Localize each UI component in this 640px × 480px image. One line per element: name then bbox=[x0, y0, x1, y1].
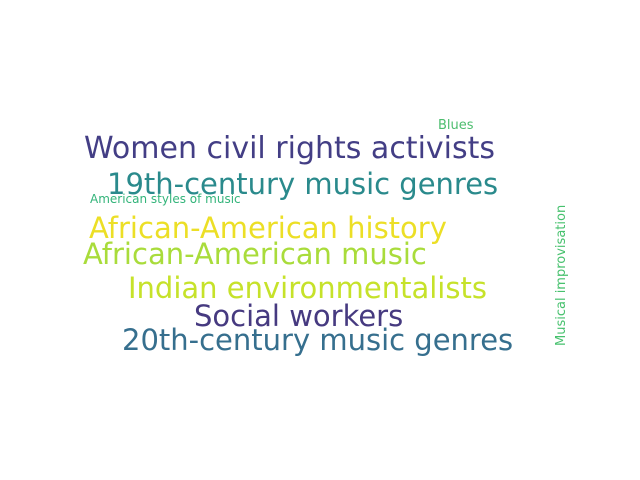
word-19th-century-music-genres: 19th-century music genres bbox=[107, 167, 499, 201]
word-social-workers: Social workers bbox=[194, 299, 404, 333]
word-african-american-history: African-American history bbox=[89, 211, 447, 245]
word-musical-improvisation: Musical improvisation bbox=[554, 204, 569, 346]
word-indian-environmentalists: Indian environmentalists bbox=[128, 271, 487, 305]
word-blues: Blues bbox=[438, 118, 474, 133]
word-women-civil-rights-activists: Women civil rights activists bbox=[84, 131, 496, 166]
word-african-american-music: African-American music bbox=[83, 237, 427, 271]
word-american-styles-of-music: American styles of music bbox=[90, 192, 241, 206]
word-20th-century-music-genres: 20th-century music genres bbox=[122, 323, 514, 357]
